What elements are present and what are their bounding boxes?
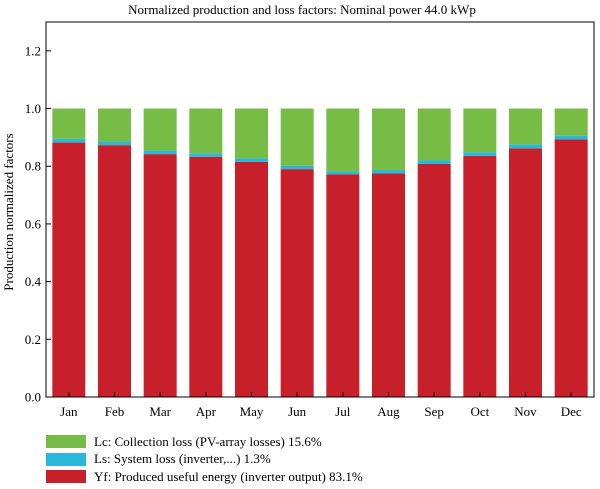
bar-segment-may-0 — [235, 161, 268, 397]
legend-item-system-loss: Ls: System loss (inverter,...) 1.3% — [46, 451, 363, 469]
bar-segment-jan-1 — [52, 138, 86, 143]
stacked-bar-chart: Normalized production and loss factors: … — [1, 2, 595, 419]
chart-title: Normalized production and loss factors: … — [128, 2, 476, 17]
y-tick-label: 0.0 — [25, 390, 41, 405]
bar-segment-jul-1 — [326, 171, 360, 175]
bar-segment-oct-1 — [463, 152, 497, 156]
bar-segment-oct-2 — [463, 108, 497, 153]
bar-segment-jun-1 — [280, 165, 314, 170]
legend-swatch-system-loss — [46, 452, 86, 466]
legend-label-collection-loss: Lc: Collection loss (PV-array losses) 15… — [94, 433, 322, 449]
bar-segment-apr-2 — [189, 108, 223, 154]
y-tick-label: 1.0 — [25, 101, 41, 116]
bar-segment-oct-0 — [463, 155, 497, 397]
plot-frame — [45, 21, 595, 398]
bar-segment-feb-0 — [98, 145, 131, 397]
legend-label-useful-energy: Yf: Produced useful energy (inverter out… — [94, 468, 363, 484]
bar-segment-apr-0 — [189, 156, 223, 397]
bar-segment-jul-2 — [326, 108, 360, 172]
bar-segment-sep-1 — [417, 160, 451, 164]
x-tick-label: Apr — [196, 404, 217, 419]
bar-segment-may-2 — [235, 108, 268, 159]
x-tick-label: Sep — [424, 404, 444, 419]
bar-segment-nov-2 — [509, 108, 542, 145]
bar-segment-dec-2 — [554, 108, 588, 136]
legend-item-useful-energy: Yf: Produced useful energy (inverter out… — [46, 468, 363, 486]
bar-segment-aug-2 — [372, 108, 405, 170]
x-tick-label: Jun — [288, 404, 307, 419]
x-tick-label: Jan — [60, 404, 78, 419]
bars-group — [52, 108, 588, 397]
x-tick-label: Jul — [335, 404, 351, 419]
legend: Lc: Collection loss (PV-array losses) 15… — [46, 433, 363, 486]
bar-segment-nov-0 — [509, 148, 542, 397]
y-axis-label: Production normalized factors — [1, 133, 16, 290]
x-tick-label: Nov — [514, 404, 537, 419]
x-tick-label: Feb — [105, 404, 125, 419]
bar-segment-aug-0 — [372, 173, 405, 397]
y-tick-label: 0.6 — [25, 216, 42, 231]
y-tick-label: 1.2 — [25, 43, 41, 58]
bar-segment-jan-2 — [52, 108, 86, 139]
y-tick-label: 0.2 — [25, 332, 41, 347]
legend-label-system-loss: Ls: System loss (inverter,...) 1.3% — [94, 451, 271, 467]
legend-item-collection-loss: Lc: Collection loss (PV-array losses) 15… — [46, 433, 363, 451]
legend-swatch-collection-loss — [46, 435, 86, 449]
y-axis: 0.0 0.2 0.4 0.6 0.8 1.0 1.2 — [25, 43, 51, 405]
bar-segment-mar-2 — [143, 108, 177, 151]
y-tick-label: 0.4 — [25, 274, 42, 289]
bar-segment-dec-1 — [554, 135, 588, 140]
x-tick-label: Aug — [377, 404, 400, 419]
bar-segment-sep-2 — [417, 108, 451, 161]
bar-segment-apr-1 — [189, 153, 223, 157]
bar-segment-nov-1 — [509, 144, 542, 149]
bar-segment-jul-0 — [326, 174, 360, 397]
bar-segment-dec-0 — [554, 139, 588, 397]
bar-segment-may-1 — [235, 158, 268, 162]
bar-segment-mar-1 — [143, 150, 177, 155]
x-tick-label: May — [240, 404, 264, 419]
x-tick-label: Dec — [561, 404, 582, 419]
x-tick-label: Oct — [470, 404, 489, 419]
legend-swatch-useful-energy — [46, 470, 86, 484]
bar-segment-aug-1 — [372, 169, 405, 174]
bar-segment-jan-0 — [52, 142, 86, 397]
x-tick-label: Mar — [149, 404, 171, 419]
bar-segment-feb-2 — [98, 108, 131, 142]
y-tick-label: 0.8 — [25, 159, 41, 174]
bar-segment-mar-0 — [143, 154, 177, 397]
bar-segment-sep-0 — [417, 163, 451, 397]
x-axis: Jan Feb Mar Apr May Jun Jul Aug Sep Oct Nov Dec — [60, 392, 582, 419]
bar-segment-jun-2 — [280, 108, 314, 166]
bar-segment-feb-1 — [98, 141, 131, 146]
bar-segment-jun-0 — [280, 169, 314, 397]
